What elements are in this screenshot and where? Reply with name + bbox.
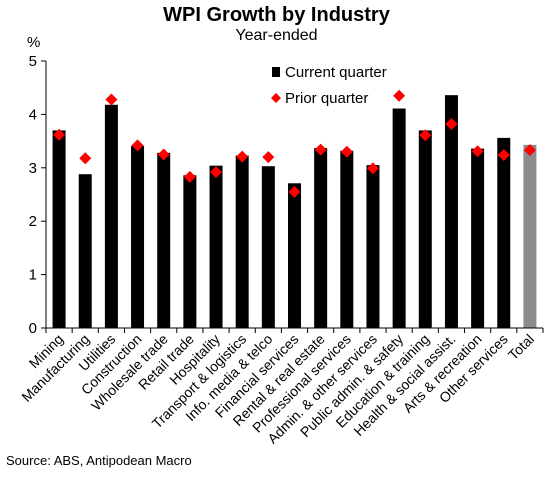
- bar-health-social-assist: [444, 95, 458, 329]
- bar-rental-real-estate: [314, 148, 328, 328]
- marker-retail-trade: [183, 170, 196, 183]
- axes-group: 012345MiningManufacturingUtilitiesConstr…: [18, 53, 544, 447]
- bar-info-media-telco: [261, 166, 275, 328]
- bar-other-services: [497, 137, 511, 328]
- source-note: Source: ABS, Antipodean Macro: [6, 453, 192, 468]
- y-tick-label: 4: [29, 106, 37, 123]
- bar-utilities: [104, 104, 118, 329]
- marker-transport-logistics: [236, 150, 249, 163]
- marker-education-training: [419, 129, 432, 142]
- marker-financial-services: [288, 185, 301, 198]
- bar-financial-services: [288, 183, 301, 328]
- bar-total: [523, 144, 537, 328]
- y-tick-label: 3: [29, 160, 37, 177]
- chart-title: WPI Growth by Industry: [163, 4, 390, 26]
- legend-swatch-prior-quarter: [271, 93, 281, 103]
- y-tick-label: 0: [29, 320, 37, 337]
- x-category-label: Total: [505, 331, 537, 363]
- bar-public-admin-safety: [392, 108, 406, 328]
- bar-mining: [52, 130, 66, 328]
- bar-retail-trade: [183, 175, 197, 328]
- bar-transport-logistics: [235, 155, 249, 328]
- bar-wholesale-trade: [157, 152, 171, 328]
- bar-education-training: [418, 130, 432, 328]
- bar-arts-recreation: [471, 148, 485, 328]
- marker-utilities: [105, 93, 118, 106]
- marker-manufacturing: [79, 152, 92, 165]
- markers-group: [53, 89, 536, 198]
- y-tick-label: 5: [29, 53, 37, 70]
- marker-rental-real-estate: [314, 143, 327, 156]
- marker-health-social-assist: [445, 118, 458, 131]
- bar-professional-services: [340, 150, 354, 328]
- legend-label-prior-quarter: Prior quarter: [285, 90, 368, 107]
- bar-manufacturing: [78, 174, 92, 328]
- marker-mining: [53, 128, 66, 141]
- bar-hospitality: [209, 165, 223, 328]
- marker-public-admin-safety: [393, 89, 406, 102]
- chart-subtitle: Year-ended: [235, 27, 318, 44]
- marker-total: [523, 144, 536, 157]
- marker-wholesale-trade: [157, 148, 170, 161]
- legend-swatch-current-quarter: [272, 67, 280, 77]
- y-axis-unit-label: %: [27, 34, 41, 51]
- bar-admin-other-services: [366, 165, 380, 328]
- bar-construction: [131, 145, 145, 328]
- marker-info-media-telco: [262, 151, 275, 164]
- marker-professional-services: [340, 145, 353, 158]
- legend-label-current-quarter: Current quarter: [285, 64, 387, 81]
- y-tick-label: 2: [29, 213, 37, 230]
- marker-admin-other-services: [366, 162, 379, 175]
- bars-group: [52, 95, 537, 329]
- legend: Current quarter Prior quarter: [271, 64, 387, 107]
- marker-other-services: [497, 148, 510, 161]
- y-tick-label: 1: [29, 267, 37, 284]
- marker-construction: [131, 139, 144, 152]
- marker-arts-recreation: [471, 145, 484, 158]
- marker-hospitality: [210, 166, 223, 179]
